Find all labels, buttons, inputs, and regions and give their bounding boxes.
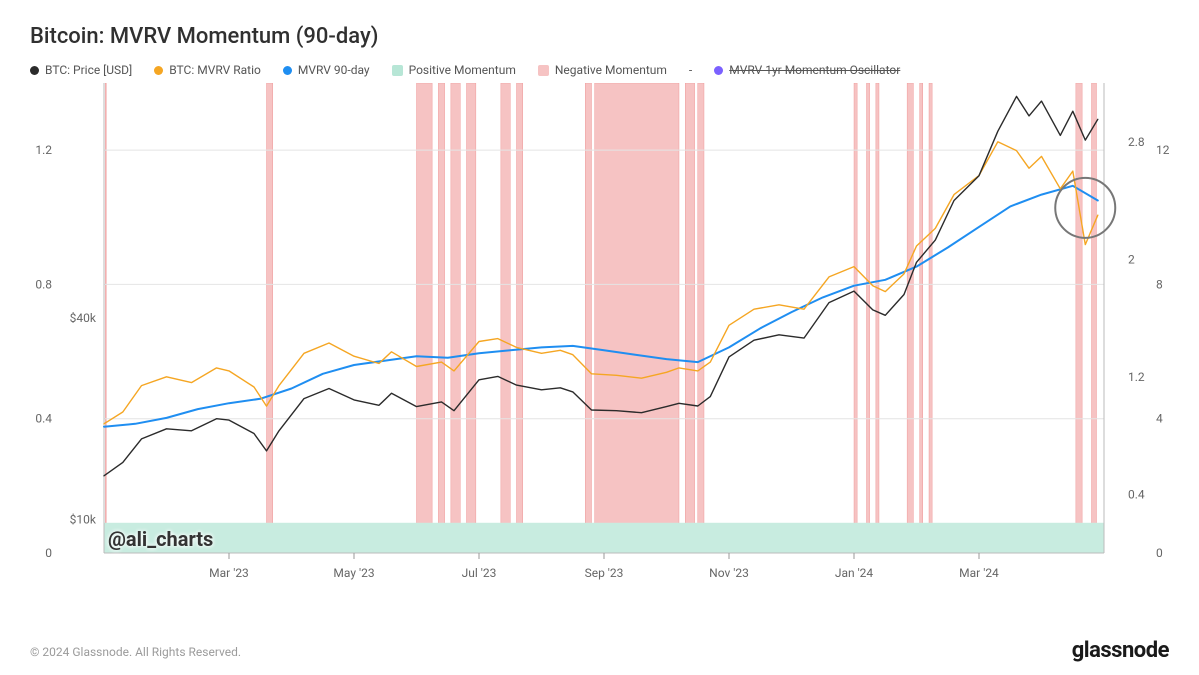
chart-title: Bitcoin: MVRV Momentum (90-day) (30, 24, 1169, 49)
svg-text:Mar '23: Mar '23 (209, 566, 249, 580)
legend-item-price[interactable]: BTC: Price [USD] (30, 63, 132, 77)
legend-dot (714, 66, 723, 75)
legend-dot (30, 66, 39, 75)
svg-text:0.8: 0.8 (35, 277, 52, 291)
svg-text:0: 0 (1156, 546, 1163, 560)
legend-item-oscillator[interactable]: MVRV 1yr Momentum Oscillator (714, 63, 900, 77)
legend-label: - (689, 63, 692, 77)
chart-svg: 0 0.4 0.8 1.2 $10k $40k 0.4 1.2 2 2.8 0 4 8 12 Mar '23… (30, 83, 1169, 603)
legend-swatch (538, 65, 549, 76)
svg-text:0.4: 0.4 (1128, 487, 1145, 501)
legend-item-negative[interactable]: Negative Momentum (538, 63, 667, 77)
svg-text:1.2: 1.2 (35, 143, 52, 157)
svg-text:Nov '23: Nov '23 (709, 566, 749, 580)
watermark: @ali_charts (108, 527, 213, 551)
legend-swatch (392, 65, 403, 76)
svg-text:May '23: May '23 (333, 566, 374, 580)
svg-text:Sep '23: Sep '23 (585, 566, 624, 580)
legend-item-mvrv90[interactable]: MVRV 90-day (283, 63, 370, 77)
legend-label: BTC: Price [USD] (45, 63, 132, 77)
legend-label: Negative Momentum (555, 63, 667, 77)
legend-item-mvrv[interactable]: BTC: MVRV Ratio (154, 63, 261, 77)
legend-label: Positive Momentum (409, 63, 516, 77)
legend-item-positive[interactable]: Positive Momentum (392, 63, 516, 77)
svg-text:0.4: 0.4 (35, 412, 52, 426)
copyright: © 2024 Glassnode. All Rights Reserved. (30, 645, 241, 659)
svg-text:Mar '24: Mar '24 (959, 566, 999, 580)
svg-text:2.8: 2.8 (1128, 135, 1145, 149)
brand-logo: glassnode (1072, 638, 1169, 663)
legend-dot (283, 66, 292, 75)
legend-label: MVRV 1yr Momentum Oscillator (729, 63, 900, 77)
chart-container: Bitcoin: MVRV Momentum (90-day) BTC: Pri… (0, 0, 1199, 675)
svg-text:4: 4 (1156, 412, 1163, 426)
svg-text:1.2: 1.2 (1128, 370, 1145, 384)
legend-item-dash[interactable]: - (689, 63, 692, 77)
svg-text:8: 8 (1156, 277, 1163, 291)
legend-dot (154, 66, 163, 75)
svg-text:$40k: $40k (70, 311, 97, 325)
legend-label: MVRV 90-day (298, 63, 370, 77)
svg-text:$10k: $10k (70, 512, 97, 526)
svg-text:0: 0 (45, 546, 52, 560)
svg-text:Jul '23: Jul '23 (462, 566, 497, 580)
svg-text:12: 12 (1156, 143, 1169, 157)
legend-label: BTC: MVRV Ratio (169, 63, 261, 77)
svg-text:Jan '24: Jan '24 (835, 566, 874, 580)
svg-text:2: 2 (1128, 252, 1135, 266)
legend: BTC: Price [USD] BTC: MVRV Ratio MVRV 90… (30, 63, 1169, 77)
chart-plot-area: 0 0.4 0.8 1.2 $10k $40k 0.4 1.2 2 2.8 0 4 8 12 Mar '23… (30, 83, 1169, 603)
